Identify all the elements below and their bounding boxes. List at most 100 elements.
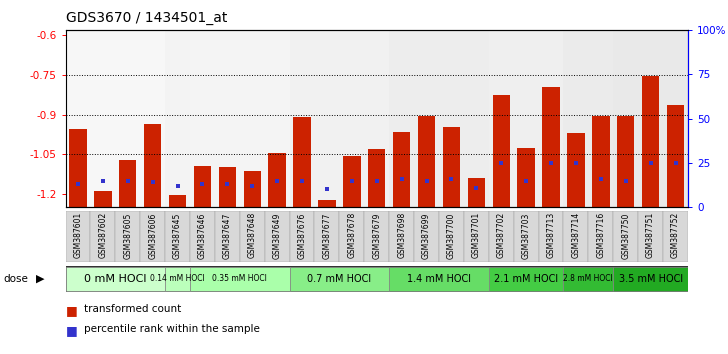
Text: dose: dose (4, 274, 28, 284)
Bar (69, 129, 87, 207)
Bar (443, 126, 460, 207)
Text: GSM387646: GSM387646 (198, 212, 207, 258)
Text: GSM387605: GSM387605 (123, 212, 132, 258)
Bar (66, 30, 165, 207)
Bar (518, 148, 535, 207)
FancyBboxPatch shape (563, 211, 588, 262)
FancyBboxPatch shape (115, 211, 141, 262)
Text: GSM387677: GSM387677 (323, 212, 331, 258)
Text: ■: ■ (66, 324, 77, 337)
Bar (617, 116, 634, 207)
FancyBboxPatch shape (90, 211, 115, 262)
FancyBboxPatch shape (66, 266, 688, 292)
Bar (194, 166, 211, 207)
FancyBboxPatch shape (464, 211, 488, 262)
Text: GSM387601: GSM387601 (74, 212, 82, 258)
FancyBboxPatch shape (414, 211, 439, 262)
Bar (293, 117, 311, 207)
Text: GSM387703: GSM387703 (522, 212, 531, 258)
Text: GSM387700: GSM387700 (447, 212, 456, 258)
Bar (269, 153, 286, 207)
Bar (290, 30, 389, 207)
Text: 1.4 mM HOCl: 1.4 mM HOCl (407, 274, 471, 284)
FancyBboxPatch shape (514, 211, 539, 262)
Text: ▶: ▶ (36, 274, 44, 284)
FancyBboxPatch shape (290, 267, 389, 291)
FancyBboxPatch shape (588, 211, 613, 262)
Text: GSM387676: GSM387676 (298, 212, 306, 258)
Text: percentile rank within the sample: percentile rank within the sample (84, 324, 260, 334)
FancyBboxPatch shape (190, 211, 215, 262)
FancyBboxPatch shape (364, 211, 389, 262)
Bar (343, 155, 360, 207)
FancyBboxPatch shape (165, 267, 190, 291)
FancyBboxPatch shape (663, 211, 688, 262)
Bar (244, 171, 261, 207)
Bar (169, 195, 186, 207)
FancyBboxPatch shape (265, 211, 290, 262)
FancyBboxPatch shape (314, 211, 339, 262)
Bar (318, 200, 336, 207)
FancyBboxPatch shape (539, 211, 563, 262)
FancyBboxPatch shape (290, 211, 314, 262)
FancyBboxPatch shape (141, 211, 165, 262)
Text: 0 mM HOCl: 0 mM HOCl (84, 274, 146, 284)
Text: 2.8 mM HOCl: 2.8 mM HOCl (563, 274, 613, 283)
Text: GSM387648: GSM387648 (248, 212, 257, 258)
Bar (667, 105, 684, 207)
Text: GSM387699: GSM387699 (422, 212, 431, 258)
Text: GSM387645: GSM387645 (173, 212, 182, 258)
Text: GSM387713: GSM387713 (547, 212, 555, 258)
FancyBboxPatch shape (190, 267, 290, 291)
Text: GSM387716: GSM387716 (596, 212, 605, 258)
Text: GSM387679: GSM387679 (372, 212, 381, 258)
Text: GSM387752: GSM387752 (671, 212, 680, 258)
Bar (119, 160, 136, 207)
Text: GSM387714: GSM387714 (571, 212, 580, 258)
Bar (393, 132, 411, 207)
Text: GSM387647: GSM387647 (223, 212, 232, 258)
FancyBboxPatch shape (389, 211, 414, 262)
FancyBboxPatch shape (488, 267, 563, 291)
Text: GSM387702: GSM387702 (496, 212, 506, 258)
Text: GSM387698: GSM387698 (397, 212, 406, 258)
FancyBboxPatch shape (563, 267, 613, 291)
Text: GSM387606: GSM387606 (149, 212, 157, 258)
Text: transformed count: transformed count (84, 304, 181, 314)
Text: ■: ■ (66, 304, 77, 318)
FancyBboxPatch shape (439, 211, 464, 262)
FancyBboxPatch shape (488, 211, 514, 262)
FancyBboxPatch shape (339, 211, 364, 262)
Bar (567, 133, 585, 207)
Bar (165, 30, 190, 207)
Bar (144, 124, 162, 207)
Text: GSM387602: GSM387602 (98, 212, 107, 258)
Bar (418, 116, 435, 207)
Text: GSM387701: GSM387701 (472, 212, 480, 258)
Text: GSM387678: GSM387678 (347, 212, 356, 258)
FancyBboxPatch shape (215, 211, 240, 262)
Bar (368, 149, 385, 207)
FancyBboxPatch shape (638, 211, 663, 262)
FancyBboxPatch shape (66, 267, 165, 291)
Text: 3.5 mM HOCl: 3.5 mM HOCl (619, 274, 683, 284)
Text: 0.14 mM HOCl: 0.14 mM HOCl (150, 274, 205, 283)
Text: GSM387750: GSM387750 (621, 212, 630, 258)
FancyBboxPatch shape (613, 267, 688, 291)
FancyBboxPatch shape (389, 267, 488, 291)
FancyBboxPatch shape (240, 211, 265, 262)
Bar (542, 87, 560, 207)
Text: GDS3670 / 1434501_at: GDS3670 / 1434501_at (66, 11, 227, 25)
Text: 0.7 mM HOCl: 0.7 mM HOCl (307, 274, 371, 284)
Bar (493, 95, 510, 207)
Bar (488, 30, 563, 207)
Bar (642, 76, 660, 207)
FancyBboxPatch shape (613, 211, 638, 262)
Bar (592, 116, 609, 207)
Bar (94, 191, 111, 207)
Bar (563, 30, 613, 207)
FancyBboxPatch shape (165, 211, 190, 262)
Text: GSM387751: GSM387751 (646, 212, 655, 258)
Bar (613, 30, 688, 207)
Bar (218, 167, 236, 207)
